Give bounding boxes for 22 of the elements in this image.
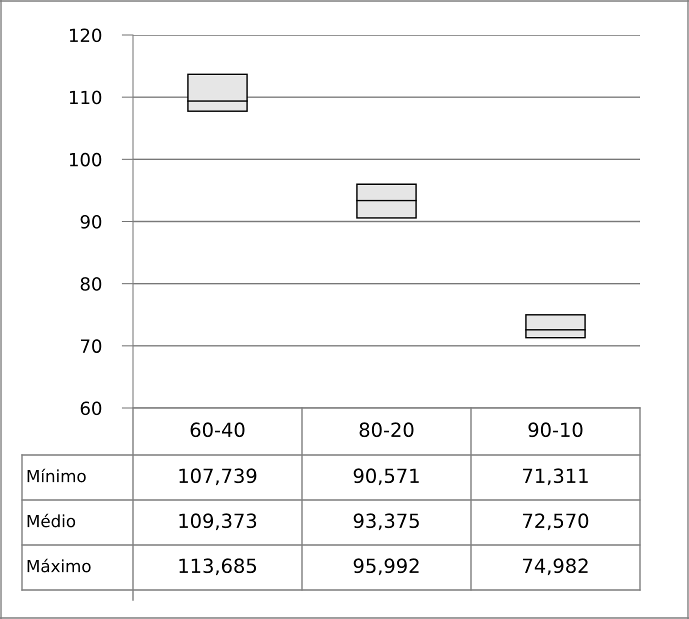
text: 109,373 [179,513,256,530]
x-tick-label: 60-40 [190,422,244,438]
y-tick-label: 80 [80,277,102,291]
y-tick-label: 110 [70,90,102,104]
y-tick-label: 100 [70,152,102,166]
y-tick-label: 60 [80,401,102,416]
y-tick-label: 90 [80,214,102,229]
text: 95,992 [354,558,419,576]
text: Médio [28,514,76,528]
text: 113,685 [179,558,256,576]
text: 71,311 [523,468,588,486]
text: 74,982 [523,558,588,576]
x-tick-label: 90-10 [528,422,582,438]
text: 90,571 [354,468,419,486]
x-tick-label: 80-20 [360,422,414,438]
y-tick-label: 70 [80,339,102,353]
y-tick-label: 120 [70,28,102,42]
text: Mínimo [28,468,86,482]
text: 107,739 [179,468,256,486]
text: 72,570 [523,513,588,530]
text: 93,375 [354,513,419,530]
text: Máximo [28,558,91,572]
